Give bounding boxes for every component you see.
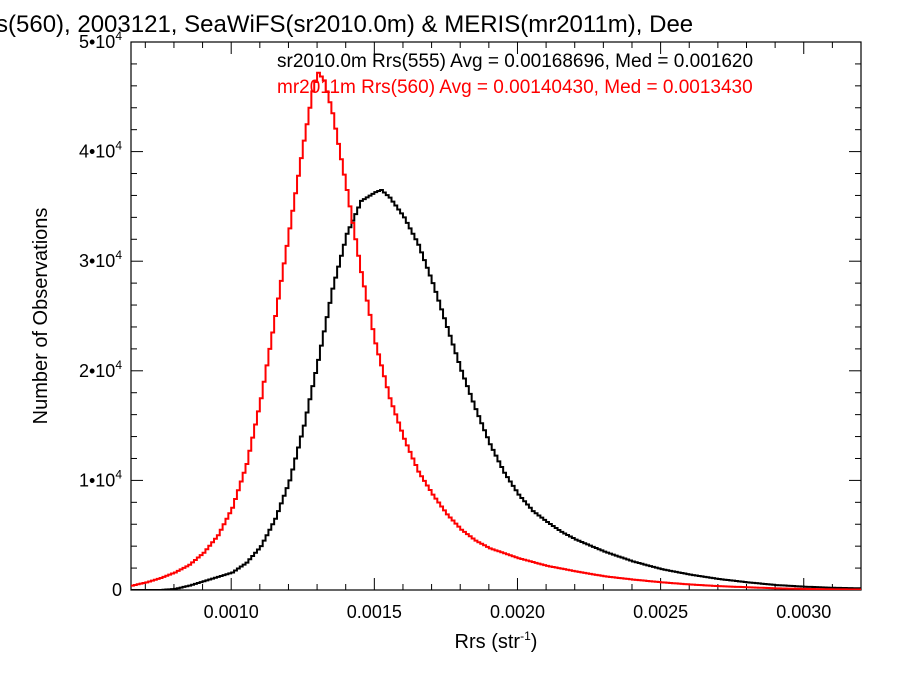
y-tick-label: 4•104 [79,139,122,162]
axis-ticks: 0.0010 0.0015 0.0020 0.0025 0.003001•1042•10… [79,29,862,622]
y-tick-label-exponent: 4 [115,248,122,262]
y-tick-label: 1•104 [79,467,122,490]
y-tick-label-exponent: 4 [115,29,122,43]
y-tick-label-mantissa: 2•10 [79,361,115,381]
plot-frame [130,41,862,591]
y-tick-label: 2•104 [79,358,122,381]
x-tick-label: 0.0010 [204,602,259,622]
y-axis-label: Number of Observations [30,208,52,425]
stats-annotation: mr2011m Rrs(560) Avg = 0.00140430, Med =… [277,77,753,98]
x-axis-label-close: ) [531,631,538,653]
y-tick-label: 5•104 [79,29,122,52]
y-tick-label-exponent: 4 [115,467,122,481]
chart-title: s(560), 2003121, SeaWiFS(sr2010.0m) & ME… [0,11,693,38]
x-axis-label: Rrs (str-1) [455,629,538,653]
stats-annotation: sr2010.0m Rrs(555) Avg = 0.00168696, Med… [277,51,753,72]
x-tick-label: 0.0020 [490,602,545,622]
y-tick-label-exponent: 4 [115,358,122,372]
y-tick-label-exponent: 4 [115,139,122,153]
x-axis-label-text: Rrs (str [455,631,521,653]
y-tick-label-mantissa: 0 [112,580,122,600]
y-tick-label-mantissa: 1•10 [79,470,115,490]
x-axis-label-exponent: -1 [520,629,531,643]
histogram-line [131,188,861,590]
stats-annotations: sr2010.0m Rrs(555) Avg = 0.00168696, Med… [277,51,753,98]
y-tick-label: 0 [112,580,122,600]
y-tick-label-mantissa: 5•10 [79,32,115,52]
x-tick-label: 0.0025 [633,602,688,622]
x-tick-label: 0.0015 [347,602,402,622]
y-tick-label-mantissa: 3•10 [79,251,115,271]
histogram-series [131,71,861,590]
y-tick-label-mantissa: 4•10 [79,142,115,162]
histogram-line [131,71,861,590]
x-tick-label: 0.0030 [776,602,831,622]
y-tick-label: 3•104 [79,248,122,271]
